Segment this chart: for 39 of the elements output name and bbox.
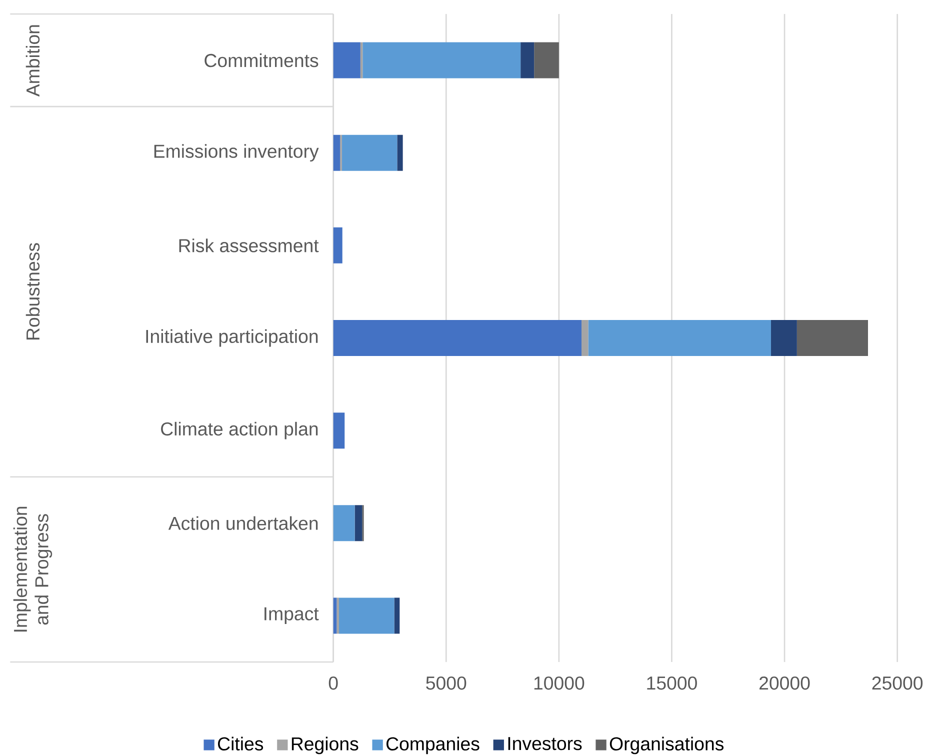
x-tick-label: 20000 [760, 676, 810, 690]
y-tick-label: Risk assessment [179, 238, 319, 252]
bar [534, 42, 559, 78]
bar [770, 320, 797, 356]
legend-label: Regions [292, 736, 358, 754]
legend-label: Investors [508, 737, 582, 750]
legend-label: Organisations [610, 736, 724, 754]
bar [333, 134, 340, 171]
x-tick-label: 10000 [534, 676, 584, 690]
bar [333, 505, 355, 542]
bar [362, 42, 521, 78]
y-tick-label: Climate action plan [161, 422, 318, 440]
x-tick-label: 5000 [426, 676, 466, 690]
bar [354, 505, 362, 542]
bar [796, 320, 868, 356]
bar [333, 42, 360, 78]
bar [397, 134, 403, 171]
text: Ambition [26, 25, 40, 97]
x-tick-label: 0 [328, 676, 338, 690]
x-tick-label: 25000 [872, 676, 923, 690]
bar [520, 42, 534, 78]
y-tick-label: Initiative participation [146, 329, 318, 347]
text: Robustness [26, 243, 40, 340]
bar [333, 227, 342, 264]
bar [338, 598, 394, 634]
bar [333, 320, 582, 356]
bar [333, 412, 345, 449]
y-tick-label: Action undertaken [168, 516, 318, 530]
text: Implementation and Progress [13, 506, 52, 632]
bar [342, 134, 398, 171]
x-tick-label: 15000 [647, 676, 697, 690]
bar [394, 598, 400, 634]
y-tick-label: Emissions inventory [154, 144, 319, 162]
y-tick-label: Commitments [204, 53, 318, 68]
legend-label: Cities [218, 736, 264, 750]
bar [588, 320, 771, 356]
legend-label: Companies [386, 736, 480, 754]
bar [581, 320, 588, 356]
y-tick-label: Impact [264, 607, 319, 624]
